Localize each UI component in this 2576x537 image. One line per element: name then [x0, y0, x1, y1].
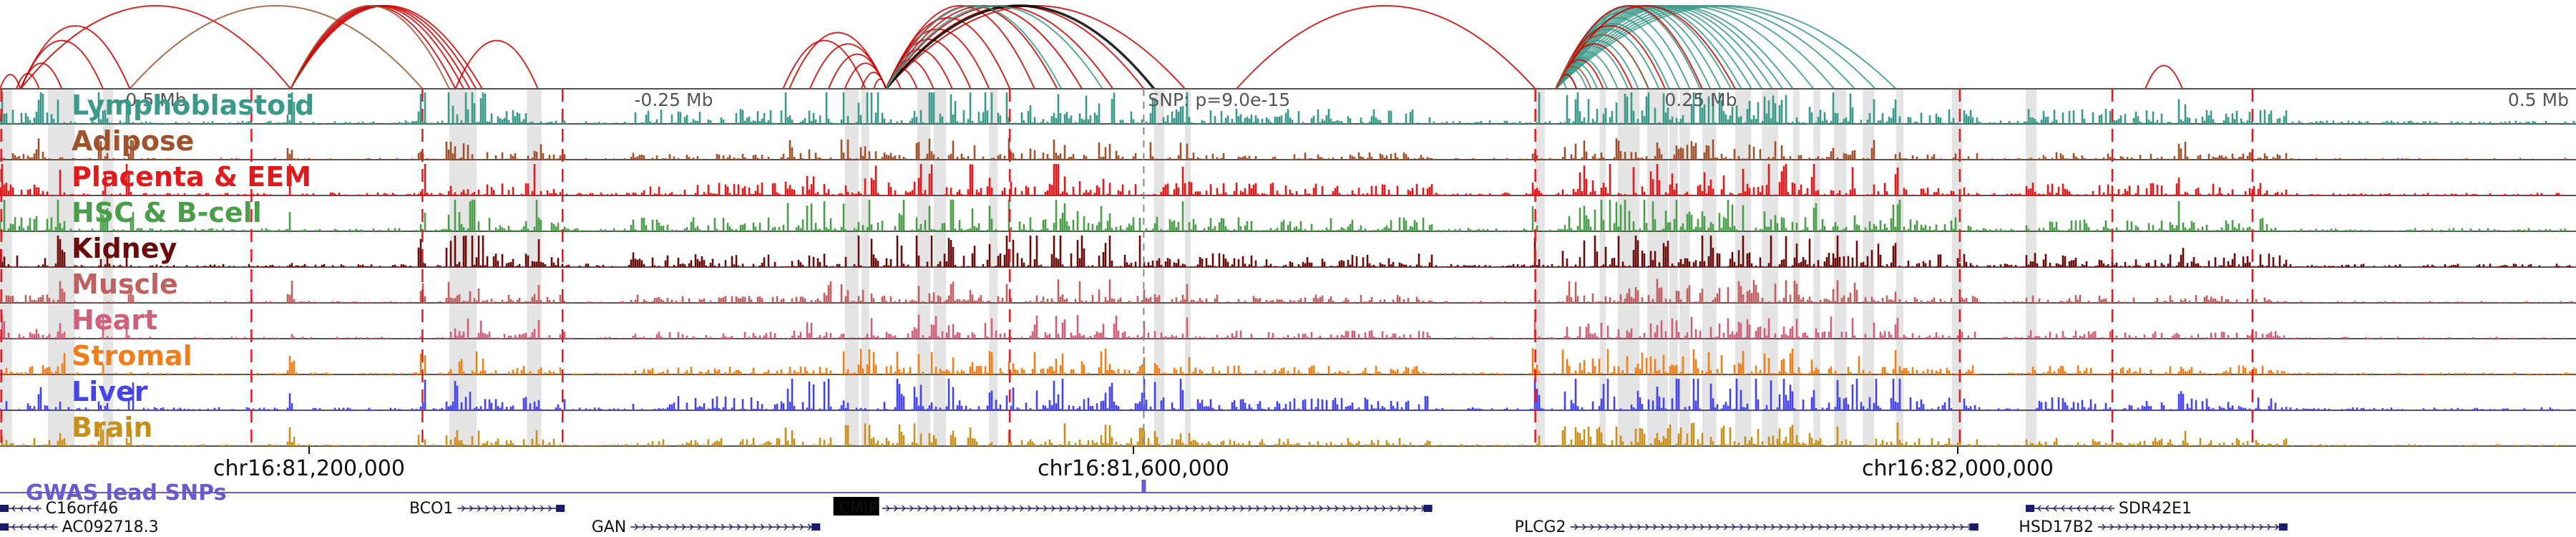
interaction-arc — [873, 78, 887, 90]
interaction-arc — [454, 39, 539, 90]
axis-tick-label: chr16:81,600,000 — [1038, 456, 1229, 481]
interaction-arc — [290, 5, 450, 90]
track-signal — [1, 279, 2573, 303]
gene-label: C16orf46 — [46, 500, 119, 518]
interaction-arc — [885, 5, 1035, 90]
interaction-arc — [1555, 5, 1897, 90]
gene-exon — [556, 505, 565, 512]
accessibility-tracks — [0, 88, 2576, 447]
interaction-arc — [290, 5, 483, 90]
strand-chevrons — [634, 523, 820, 531]
track-signal — [0, 379, 2573, 410]
gene-label: PLCG2 — [1515, 518, 1566, 536]
track-signal — [1, 348, 2573, 374]
gene-label: HSD17B2 — [2019, 518, 2094, 536]
gene-label: SDR42E1 — [2119, 500, 2192, 518]
strand-chevrons — [1574, 523, 1972, 531]
strand-chevrons — [461, 505, 560, 512]
track-signal — [0, 138, 2573, 160]
gene-label: CMIP — [839, 500, 878, 518]
track-signal — [0, 422, 2569, 446]
coordinate-axis: chr16:81,200,000 chr16:81,600,000 chr16:82… — [0, 447, 2576, 505]
track-label: Liver — [72, 376, 148, 407]
gene-exon — [1423, 505, 1433, 512]
strand-chevrons — [2102, 523, 2287, 531]
dashed-marker-lines — [0, 89, 2254, 447]
interaction-arc — [885, 5, 1103, 90]
track-label: Placenta & EEM — [72, 161, 311, 193]
track-signal — [0, 200, 2573, 231]
interaction-arc — [1555, 5, 1703, 90]
distance-label: 0.5 Mb — [2508, 90, 2569, 110]
track-label: Brain — [72, 412, 152, 443]
track-label: Lymphoblastoid — [72, 90, 314, 121]
track-label: Heart — [72, 304, 157, 336]
interaction-arc — [885, 5, 1063, 90]
strand-chevrons — [886, 505, 1425, 512]
track-label: Stromal — [72, 340, 192, 372]
interaction-arc — [885, 5, 1114, 90]
gwas-track-label: GWAS lead SNPs — [26, 480, 226, 505]
track-label: HSC & B-cell — [72, 197, 262, 228]
interaction-arc — [129, 5, 424, 90]
interaction-arc — [782, 39, 867, 90]
distance-label: 0.25 Mb — [1664, 90, 1737, 110]
gene-label: AC092718.3 — [62, 518, 159, 536]
distance-label: -0.25 Mb — [634, 90, 713, 110]
interaction-arc — [19, 25, 131, 90]
gene-exon — [0, 523, 9, 531]
axis-tick-label: chr16:81,200,000 — [213, 456, 405, 481]
track-label: Kidney — [72, 233, 177, 264]
track-label: Adipose — [72, 125, 194, 157]
interaction-arc — [16, 72, 40, 90]
track-signal — [0, 92, 2575, 124]
track-signal — [0, 314, 2565, 339]
track-labels: -0.5 Mb -0.25 Mb 0.25 Mb 0.5 Mb SNP: p=9.0e-… — [72, 90, 2569, 443]
track-signal — [0, 164, 2569, 195]
interaction-arc — [2145, 64, 2183, 90]
gene-highlight-box — [833, 497, 879, 516]
interaction-arcs — [0, 4, 2183, 90]
track-label: Muscle — [72, 268, 178, 300]
gene-exon — [0, 505, 9, 512]
interaction-arc — [1555, 5, 1736, 90]
gene-exon — [2026, 505, 2035, 512]
snp-label: SNP: p=9.0e-15 — [1148, 90, 1290, 110]
gene-exon — [2278, 523, 2288, 531]
interaction-arc — [20, 5, 291, 90]
interaction-arc — [1236, 5, 1536, 90]
gwas-snp-marker — [1141, 480, 1146, 493]
axis-tick-label: chr16:82,000,000 — [1862, 456, 2054, 481]
gene-label: GAN — [592, 518, 627, 536]
gene-exon — [1969, 523, 1979, 531]
interaction-arc — [885, 5, 1083, 90]
track-signal — [0, 236, 2573, 267]
distance-label: -0.5 Mb — [119, 90, 186, 110]
gene-label: BCO1 — [409, 500, 453, 518]
interaction-arc — [1555, 34, 1649, 90]
gene-exon — [811, 523, 821, 531]
gene-label: GCSH — [70, 536, 115, 537]
interaction-arc — [885, 4, 1156, 90]
